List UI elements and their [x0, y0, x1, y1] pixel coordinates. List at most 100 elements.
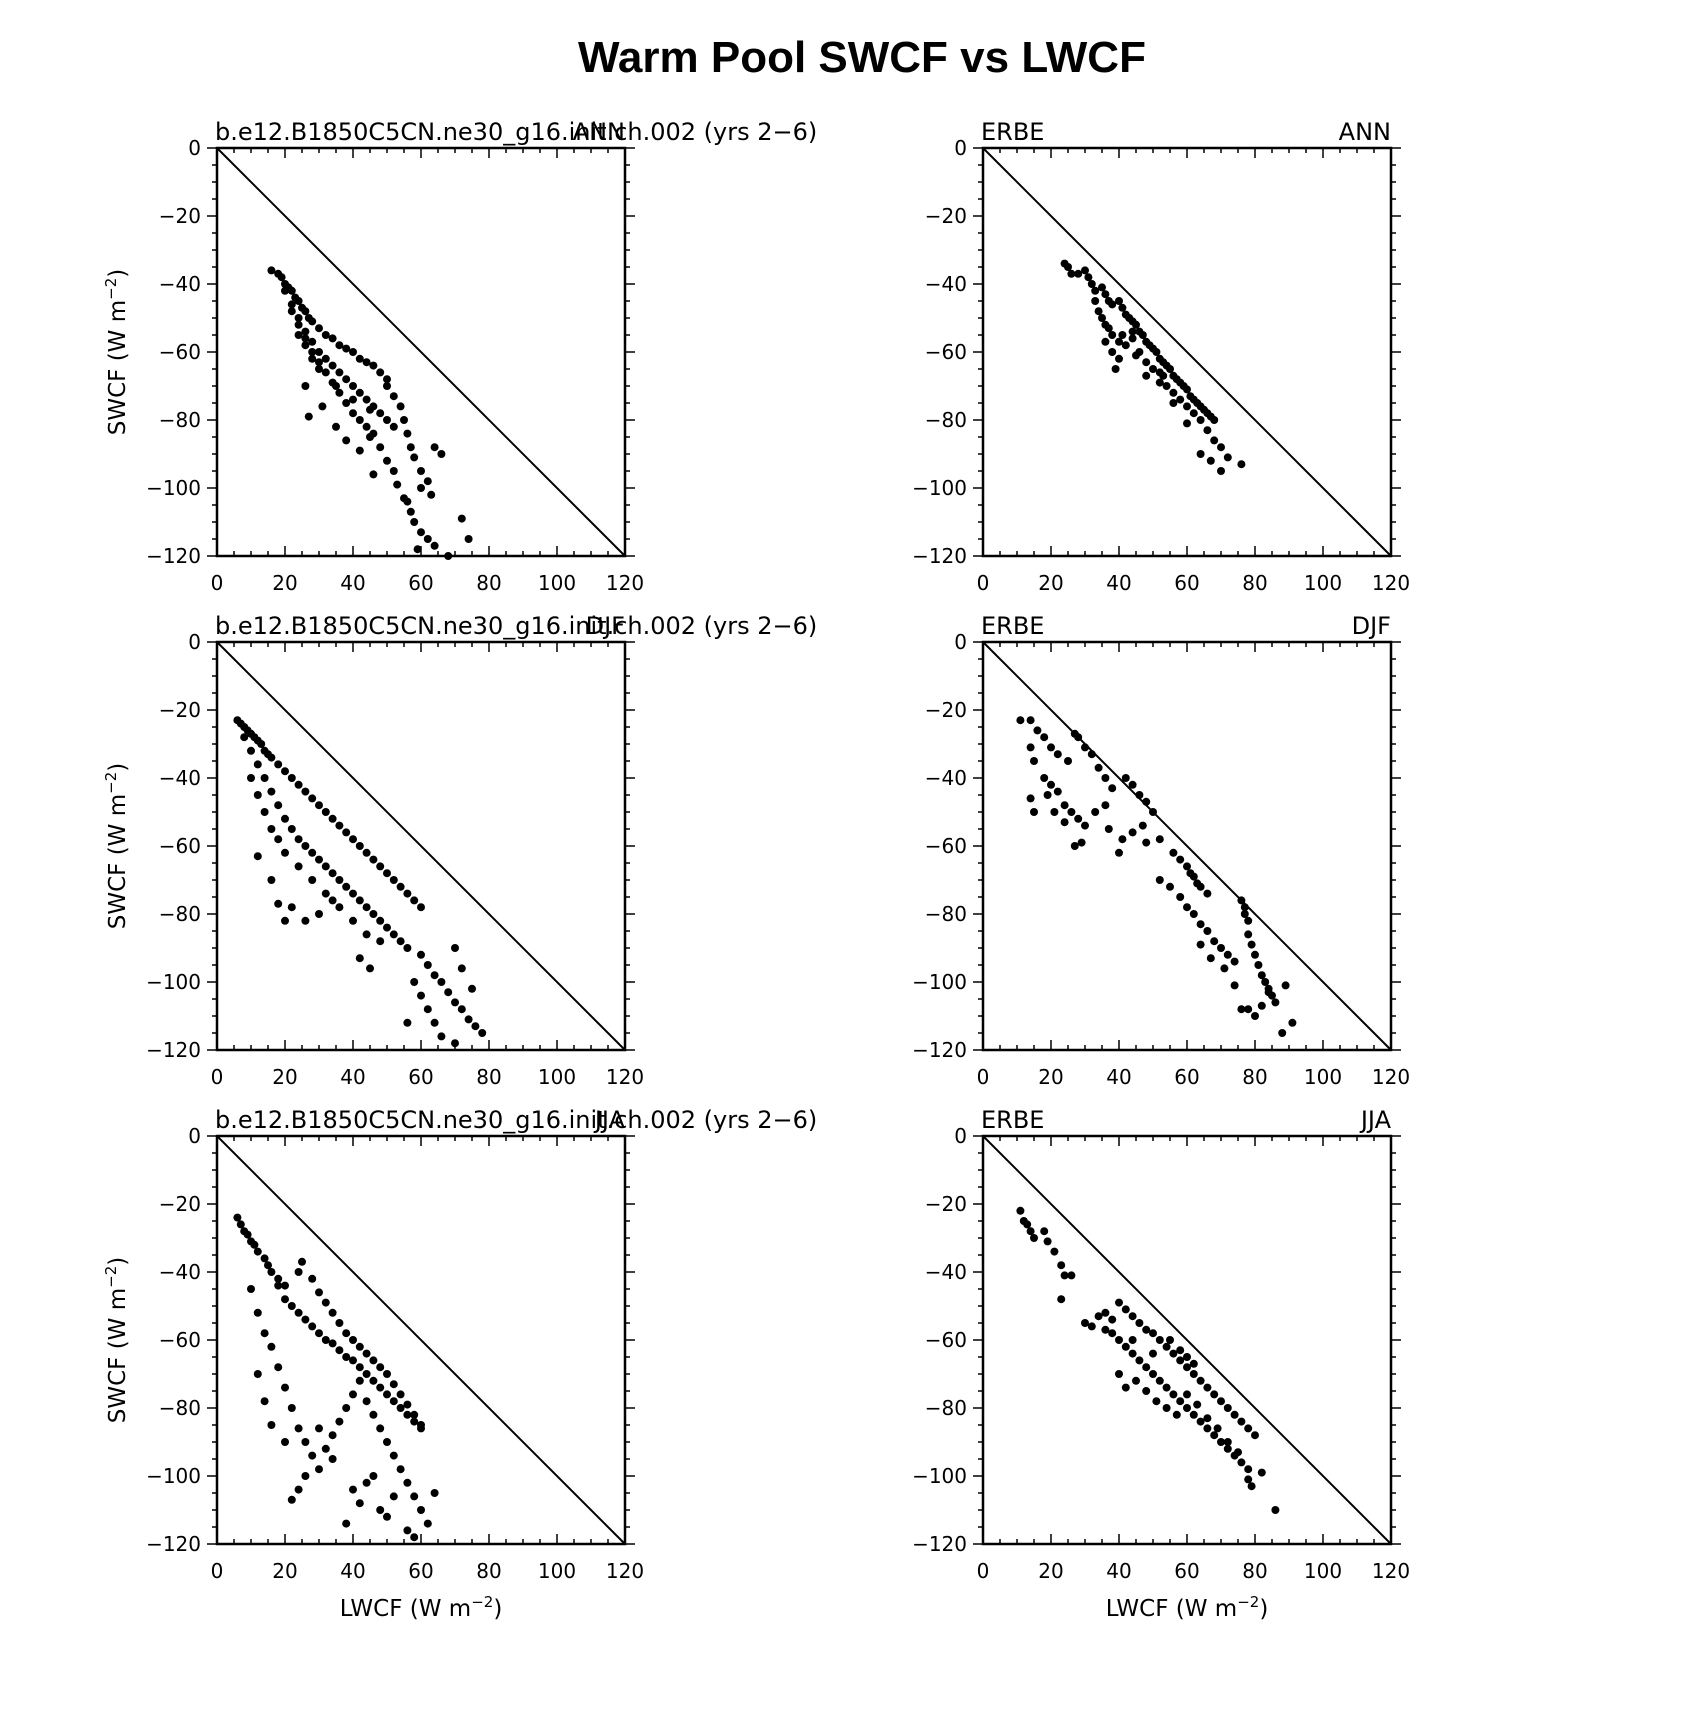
data-point	[1189, 910, 1198, 918]
data-point	[1183, 862, 1191, 871]
y-tick-label: 0	[188, 630, 201, 654]
data-point	[393, 480, 402, 489]
y-tick-label: −20	[159, 1192, 201, 1216]
data-point	[1118, 331, 1127, 339]
data-point	[315, 1465, 323, 1474]
data-point	[1176, 395, 1185, 404]
data-point	[451, 944, 459, 952]
data-point	[1166, 882, 1174, 891]
data-point	[335, 388, 344, 397]
data-point	[423, 961, 432, 969]
data-point	[308, 794, 317, 803]
data-point	[1094, 763, 1103, 772]
data-point	[362, 422, 371, 431]
data-point	[1210, 1431, 1219, 1440]
data-point	[260, 774, 269, 782]
y-tick-label: −120	[146, 1038, 201, 1062]
data-point	[328, 1431, 337, 1440]
x-tick-label: 40	[1106, 1559, 1131, 1583]
data-point	[1050, 1247, 1059, 1256]
data-point	[1149, 808, 1157, 816]
data-point	[274, 835, 283, 844]
data-point	[1091, 297, 1100, 305]
data-point	[1016, 1206, 1025, 1215]
data-point	[321, 808, 330, 816]
data-point	[349, 889, 357, 898]
data-point	[410, 1533, 419, 1542]
data-point	[281, 286, 289, 295]
data-point	[451, 998, 459, 1007]
data-point	[362, 1478, 371, 1487]
data-point	[451, 1039, 459, 1048]
data-point	[308, 337, 317, 346]
data-point	[1132, 320, 1140, 329]
data-point	[464, 535, 473, 543]
data-point	[1043, 791, 1052, 799]
data-point	[1237, 460, 1246, 469]
data-point	[1142, 358, 1151, 367]
data-point	[468, 984, 476, 993]
x-tick-label: 80	[476, 571, 501, 595]
y-tick-label: −100	[912, 1464, 967, 1488]
data-point	[281, 1281, 289, 1290]
x-tick-label: 120	[606, 1065, 644, 1089]
data-point	[281, 1438, 289, 1446]
data-point	[287, 774, 296, 782]
data-point	[301, 916, 310, 925]
data-point	[281, 848, 289, 857]
data-point	[1162, 1342, 1171, 1351]
data-point	[355, 446, 364, 455]
data-point	[342, 1329, 351, 1338]
data-point	[1203, 426, 1212, 435]
data-point	[383, 456, 391, 465]
x-tick-label: 120	[1372, 571, 1410, 595]
data-point	[1108, 331, 1117, 339]
data-point	[1142, 1325, 1151, 1334]
x-tick-label: 120	[1372, 1065, 1410, 1089]
reference-line	[216, 641, 626, 1051]
data-point	[1251, 1431, 1259, 1440]
data-point	[1149, 1349, 1157, 1358]
panel-right-label: DJF	[1352, 612, 1391, 640]
data-point	[328, 334, 337, 343]
x-tick-label: 0	[211, 1559, 224, 1583]
data-point	[369, 361, 378, 370]
data-point	[396, 1404, 405, 1412]
data-point	[332, 422, 340, 431]
data-point	[308, 876, 317, 884]
data-point	[321, 1336, 330, 1344]
data-point	[1047, 780, 1055, 789]
data-point	[1047, 743, 1055, 752]
data-point	[335, 903, 344, 912]
data-point	[1121, 1383, 1130, 1392]
data-point	[1230, 1410, 1239, 1419]
data-point	[1162, 382, 1171, 390]
data-point	[1064, 757, 1072, 765]
data-point	[294, 862, 303, 871]
data-point	[1074, 733, 1083, 742]
data-point	[410, 896, 419, 905]
x-tick-label: 40	[340, 1065, 365, 1089]
data-point	[298, 1257, 306, 1266]
data-point	[444, 988, 453, 997]
data-point	[1196, 882, 1205, 891]
data-point	[1288, 1018, 1297, 1027]
data-point	[1040, 733, 1049, 742]
x-tick-label: 20	[272, 1559, 297, 1583]
data-point	[236, 1220, 245, 1229]
x-tick-label: 120	[606, 571, 644, 595]
data-point	[321, 331, 330, 339]
data-point	[355, 388, 364, 397]
data-point	[1230, 957, 1239, 966]
data-point	[1142, 797, 1151, 806]
data-point	[355, 354, 364, 363]
data-point	[1183, 1404, 1191, 1412]
data-point	[335, 341, 344, 350]
data-point	[366, 964, 374, 973]
panel-left-label: b.e12.B1850C5CN.ne30_g16.init.ch.002 (yr…	[215, 612, 817, 640]
x-tick-label: 20	[1038, 1559, 1063, 1583]
data-point	[318, 402, 327, 411]
data-point	[328, 896, 337, 905]
reference-line	[982, 1135, 1392, 1545]
data-point	[1176, 1356, 1185, 1365]
